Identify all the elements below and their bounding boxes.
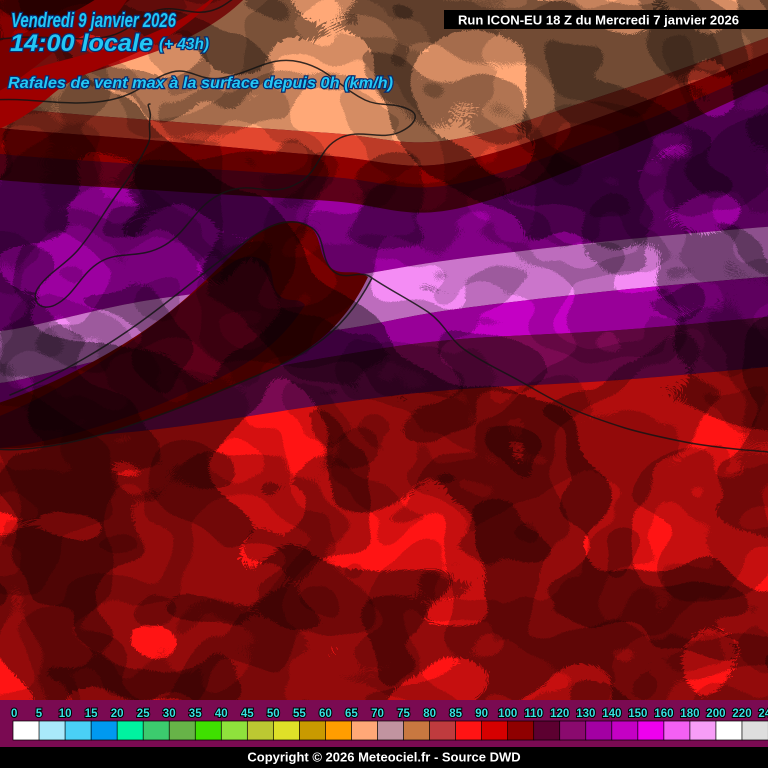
svg-text:55: 55 xyxy=(293,708,306,720)
svg-text:20: 20 xyxy=(111,708,124,720)
svg-text:200: 200 xyxy=(706,708,725,720)
svg-text:60: 60 xyxy=(319,708,332,720)
svg-text:110: 110 xyxy=(524,708,543,720)
svg-text:130: 130 xyxy=(576,708,595,720)
svg-text:(+ 43h): (+ 43h) xyxy=(159,36,209,53)
svg-text:5: 5 xyxy=(36,708,43,720)
svg-text:100: 100 xyxy=(498,708,517,720)
svg-text:Copyright © 2026 Meteociel.fr: Copyright © 2026 Meteociel.fr - Source D… xyxy=(247,750,520,765)
svg-text:30: 30 xyxy=(163,708,176,720)
svg-text:90: 90 xyxy=(475,708,488,720)
svg-text:220: 220 xyxy=(732,708,751,720)
svg-text:45: 45 xyxy=(241,708,254,720)
svg-text:40: 40 xyxy=(215,708,228,720)
svg-text:160: 160 xyxy=(654,708,673,720)
svg-text:14:00 locale: 14:00 locale xyxy=(10,30,153,57)
svg-text:0: 0 xyxy=(11,708,17,720)
svg-text:15: 15 xyxy=(85,708,98,720)
svg-text:Run ICON-EU 18 Z du Mercredi 7: Run ICON-EU 18 Z du Mercredi 7 janvier 2… xyxy=(458,13,739,28)
svg-text:120: 120 xyxy=(550,708,569,720)
svg-text:150: 150 xyxy=(628,708,647,720)
svg-text:240: 240 xyxy=(758,708,768,720)
svg-text:35: 35 xyxy=(189,708,202,720)
svg-text:65: 65 xyxy=(345,708,358,720)
svg-text:80: 80 xyxy=(423,708,436,720)
svg-text:70: 70 xyxy=(371,708,384,720)
svg-text:10: 10 xyxy=(59,708,72,720)
svg-text:50: 50 xyxy=(267,708,280,720)
svg-text:180: 180 xyxy=(680,708,699,720)
svg-text:75: 75 xyxy=(397,708,410,720)
svg-text:25: 25 xyxy=(137,708,150,720)
svg-text:85: 85 xyxy=(449,708,462,720)
svg-text:Vendredi 9 janvier 2026: Vendredi 9 janvier 2026 xyxy=(11,10,177,32)
svg-text:140: 140 xyxy=(602,708,621,720)
svg-text:Rafales de vent max à la surfa: Rafales de vent max à la surface depuis … xyxy=(8,75,393,92)
